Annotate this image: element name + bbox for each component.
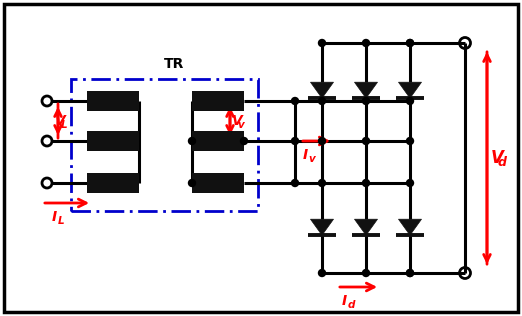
Bar xyxy=(87,131,139,151)
Polygon shape xyxy=(398,219,422,235)
Circle shape xyxy=(362,137,370,144)
Polygon shape xyxy=(354,219,377,235)
Text: I: I xyxy=(342,294,347,308)
Text: d: d xyxy=(348,300,355,309)
Circle shape xyxy=(318,40,326,46)
Circle shape xyxy=(407,137,413,144)
Circle shape xyxy=(407,270,413,276)
Text: V: V xyxy=(55,114,66,128)
Bar xyxy=(192,131,244,151)
Polygon shape xyxy=(311,82,334,98)
Polygon shape xyxy=(354,82,377,98)
Circle shape xyxy=(291,179,299,186)
Bar xyxy=(87,91,139,111)
Polygon shape xyxy=(398,82,422,98)
Circle shape xyxy=(291,137,299,144)
Text: L: L xyxy=(61,119,67,130)
Text: v: v xyxy=(238,119,244,130)
Text: I: I xyxy=(52,210,57,224)
Circle shape xyxy=(362,270,370,276)
Circle shape xyxy=(318,270,326,276)
Bar xyxy=(192,173,244,193)
Circle shape xyxy=(407,40,413,46)
Circle shape xyxy=(291,98,299,105)
Text: V: V xyxy=(232,114,243,128)
Circle shape xyxy=(318,137,326,144)
Text: v: v xyxy=(309,154,315,163)
Circle shape xyxy=(407,179,413,186)
Text: TR: TR xyxy=(164,57,185,71)
Text: I: I xyxy=(303,148,308,162)
Circle shape xyxy=(318,98,326,105)
Circle shape xyxy=(318,179,326,186)
Text: d: d xyxy=(497,156,506,169)
Circle shape xyxy=(362,179,370,186)
Text: L: L xyxy=(57,216,64,226)
Circle shape xyxy=(241,137,247,144)
Circle shape xyxy=(407,270,413,276)
Polygon shape xyxy=(311,219,334,235)
Bar xyxy=(192,91,244,111)
Circle shape xyxy=(407,40,413,46)
Circle shape xyxy=(188,179,196,186)
Circle shape xyxy=(362,40,370,46)
Text: V: V xyxy=(491,149,504,167)
Bar xyxy=(87,173,139,193)
Circle shape xyxy=(188,137,196,144)
Bar xyxy=(71,79,258,211)
Circle shape xyxy=(362,98,370,105)
Circle shape xyxy=(407,98,413,105)
